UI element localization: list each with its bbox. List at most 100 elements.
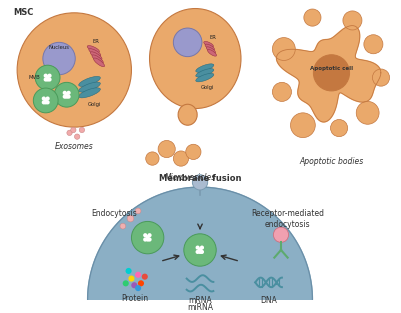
Ellipse shape bbox=[150, 8, 241, 109]
Circle shape bbox=[65, 95, 69, 99]
Circle shape bbox=[186, 144, 201, 160]
Ellipse shape bbox=[208, 49, 217, 56]
Circle shape bbox=[135, 272, 141, 278]
Circle shape bbox=[42, 100, 46, 105]
Circle shape bbox=[44, 74, 48, 78]
Ellipse shape bbox=[79, 88, 100, 98]
Circle shape bbox=[44, 98, 48, 102]
Text: MSC: MSC bbox=[13, 8, 34, 17]
Circle shape bbox=[196, 250, 200, 254]
Circle shape bbox=[313, 55, 350, 91]
Text: DNA: DNA bbox=[260, 296, 277, 305]
Text: Receptor-mediated
endocytosis: Receptor-mediated endocytosis bbox=[251, 209, 324, 229]
Ellipse shape bbox=[87, 46, 99, 53]
Circle shape bbox=[42, 96, 46, 101]
Text: Apoptotic bodies: Apoptotic bodies bbox=[300, 156, 364, 166]
Circle shape bbox=[75, 134, 80, 139]
Circle shape bbox=[373, 69, 390, 86]
Circle shape bbox=[184, 234, 216, 266]
Circle shape bbox=[67, 130, 72, 136]
Circle shape bbox=[33, 88, 58, 113]
Text: Golgi: Golgi bbox=[87, 102, 101, 107]
Circle shape bbox=[198, 248, 202, 252]
Circle shape bbox=[143, 238, 147, 242]
Text: ER: ER bbox=[93, 38, 99, 44]
Circle shape bbox=[192, 175, 208, 190]
Ellipse shape bbox=[205, 44, 215, 50]
Circle shape bbox=[356, 101, 379, 124]
Ellipse shape bbox=[92, 55, 103, 63]
Circle shape bbox=[196, 245, 200, 250]
FancyArrowPatch shape bbox=[198, 224, 202, 229]
Text: ER: ER bbox=[210, 35, 217, 40]
Text: mRNA: mRNA bbox=[188, 296, 212, 305]
Circle shape bbox=[120, 223, 126, 229]
Circle shape bbox=[146, 152, 159, 165]
Ellipse shape bbox=[206, 47, 215, 53]
Circle shape bbox=[290, 113, 315, 138]
Circle shape bbox=[131, 282, 138, 288]
Circle shape bbox=[63, 95, 67, 99]
Ellipse shape bbox=[93, 58, 105, 67]
Circle shape bbox=[143, 233, 147, 237]
Circle shape bbox=[47, 74, 52, 78]
Text: Protein: Protein bbox=[122, 294, 149, 303]
Circle shape bbox=[46, 96, 50, 101]
Circle shape bbox=[65, 92, 69, 96]
Polygon shape bbox=[276, 26, 381, 122]
Circle shape bbox=[146, 238, 150, 242]
Circle shape bbox=[142, 274, 148, 280]
Circle shape bbox=[273, 227, 289, 242]
FancyArrowPatch shape bbox=[163, 255, 179, 261]
Ellipse shape bbox=[196, 64, 214, 72]
Text: Membrane fusion: Membrane fusion bbox=[159, 174, 241, 183]
Ellipse shape bbox=[79, 82, 100, 92]
Circle shape bbox=[138, 280, 144, 286]
Circle shape bbox=[148, 233, 152, 237]
Circle shape bbox=[63, 91, 67, 95]
Circle shape bbox=[158, 141, 175, 158]
Circle shape bbox=[43, 42, 75, 75]
FancyArrowPatch shape bbox=[221, 255, 237, 261]
Circle shape bbox=[343, 11, 362, 30]
Circle shape bbox=[198, 250, 202, 254]
Circle shape bbox=[79, 127, 85, 133]
Text: Exosomes: Exosomes bbox=[55, 142, 94, 151]
Text: Apoptotic cell: Apoptotic cell bbox=[310, 65, 353, 70]
Circle shape bbox=[127, 215, 134, 222]
Circle shape bbox=[123, 280, 129, 286]
Text: Golgi: Golgi bbox=[201, 85, 215, 90]
Circle shape bbox=[200, 250, 204, 254]
Circle shape bbox=[304, 9, 321, 26]
Circle shape bbox=[46, 77, 50, 82]
Circle shape bbox=[71, 127, 76, 133]
Text: Microvesicles: Microvesicles bbox=[165, 173, 216, 182]
Circle shape bbox=[44, 100, 48, 105]
Ellipse shape bbox=[178, 104, 197, 125]
Circle shape bbox=[46, 75, 50, 79]
Circle shape bbox=[272, 82, 292, 101]
Ellipse shape bbox=[79, 76, 100, 86]
Ellipse shape bbox=[204, 41, 213, 47]
Text: MVB: MVB bbox=[28, 75, 40, 80]
Polygon shape bbox=[88, 187, 312, 300]
Circle shape bbox=[146, 235, 150, 239]
Ellipse shape bbox=[89, 49, 101, 56]
Circle shape bbox=[135, 285, 141, 291]
Text: Endocytosis: Endocytosis bbox=[91, 209, 137, 218]
Circle shape bbox=[46, 100, 50, 105]
Circle shape bbox=[35, 65, 60, 90]
Circle shape bbox=[272, 38, 295, 60]
Circle shape bbox=[173, 28, 202, 57]
Ellipse shape bbox=[196, 73, 214, 82]
Circle shape bbox=[44, 77, 48, 82]
Text: Nucleus: Nucleus bbox=[49, 45, 69, 50]
Circle shape bbox=[132, 221, 164, 254]
Circle shape bbox=[135, 208, 141, 214]
Circle shape bbox=[47, 77, 52, 82]
Text: miRNA: miRNA bbox=[187, 303, 213, 312]
Ellipse shape bbox=[196, 69, 214, 77]
Circle shape bbox=[67, 91, 71, 95]
Circle shape bbox=[330, 120, 348, 137]
Circle shape bbox=[17, 13, 132, 127]
